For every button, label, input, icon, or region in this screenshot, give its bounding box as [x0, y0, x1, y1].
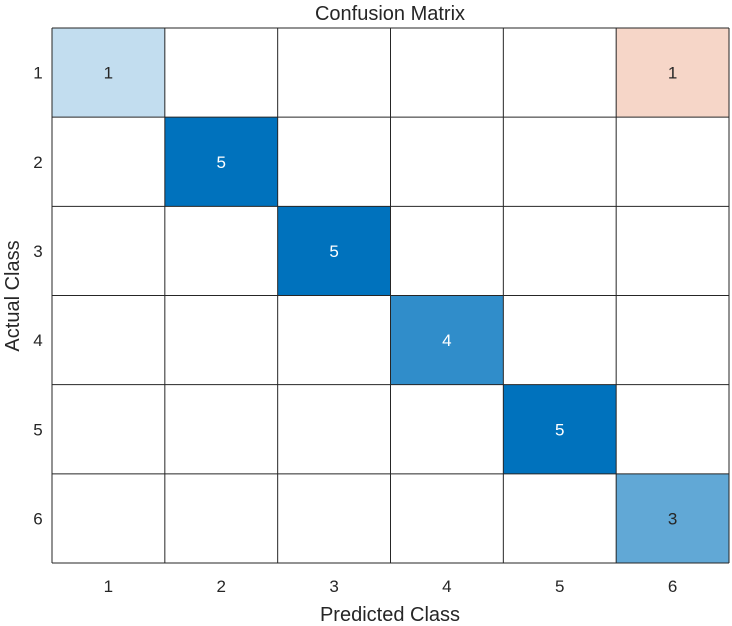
y-tick-label: 5 — [33, 420, 42, 439]
matrix-cell — [390, 473, 504, 563]
matrix-cell — [277, 206, 391, 296]
matrix-cell — [616, 384, 729, 474]
matrix-cell — [164, 295, 278, 385]
y-tick-label: 3 — [33, 242, 42, 261]
matrix-cell — [503, 28, 617, 118]
y-tick-labels: 1 2 3 4 5 6 — [33, 64, 42, 529]
matrix-cell — [616, 295, 729, 385]
matrix-cell — [164, 206, 278, 296]
matrix-cell — [616, 473, 729, 563]
matrix-cell — [390, 117, 504, 207]
matrix-cell — [52, 117, 165, 207]
x-tick-label: 1 — [104, 577, 113, 596]
matrix-cell — [390, 384, 504, 474]
x-axis-label: Predicted Class — [320, 604, 460, 626]
matrix-cell — [52, 384, 165, 474]
x-tick-label: 5 — [555, 577, 564, 596]
matrix-cell — [390, 28, 504, 118]
cell-value-label: 1 — [668, 64, 677, 83]
matrix-cell — [52, 206, 165, 296]
matrix-cell — [503, 473, 617, 563]
chart-title: Confusion Matrix — [315, 3, 465, 25]
matrix-cell — [503, 117, 617, 207]
matrix-cell — [52, 28, 165, 118]
y-tick-label: 1 — [33, 64, 42, 83]
matrix-cell — [164, 117, 278, 207]
matrix-cell — [390, 295, 504, 385]
cell-value-label: 1 — [104, 64, 113, 83]
matrix-cell — [164, 28, 278, 118]
cell-value-label: 4 — [442, 331, 451, 350]
matrix-cell — [503, 206, 617, 296]
x-tick-labels: 1 2 3 4 5 6 — [104, 577, 678, 596]
matrix-cell — [277, 117, 391, 207]
matrix-cell — [277, 28, 391, 118]
matrix-cell — [52, 473, 165, 563]
y-axis-label: Actual Class — [2, 240, 24, 351]
matrix-cells: 1 1 5 5 4 5 3 — [52, 28, 729, 563]
matrix-grid — [51, 27, 730, 564]
matrix-cell — [52, 295, 165, 385]
matrix-cell — [277, 384, 391, 474]
matrix-cell — [503, 295, 617, 385]
matrix-cell — [277, 295, 391, 385]
x-tick-label: 2 — [217, 577, 226, 596]
y-tick-label: 4 — [33, 331, 42, 350]
y-tick-label: 6 — [33, 509, 42, 528]
matrix-cell — [277, 473, 391, 563]
x-tick-label: 6 — [668, 577, 677, 596]
cell-value-label: 5 — [217, 153, 226, 172]
matrix-cell — [616, 28, 729, 118]
matrix-cell — [616, 117, 729, 207]
x-tick-label: 4 — [442, 577, 451, 596]
matrix-cell — [164, 384, 278, 474]
x-tick-label: 3 — [329, 577, 338, 596]
matrix-cell — [164, 473, 278, 563]
matrix-cell — [503, 384, 617, 474]
matrix-cell — [616, 206, 729, 296]
cell-value-label: 3 — [668, 509, 677, 528]
cell-value-label: 5 — [329, 242, 338, 261]
cell-value-label: 5 — [555, 420, 564, 439]
y-tick-label: 2 — [33, 153, 42, 172]
matrix-cell — [390, 206, 504, 296]
